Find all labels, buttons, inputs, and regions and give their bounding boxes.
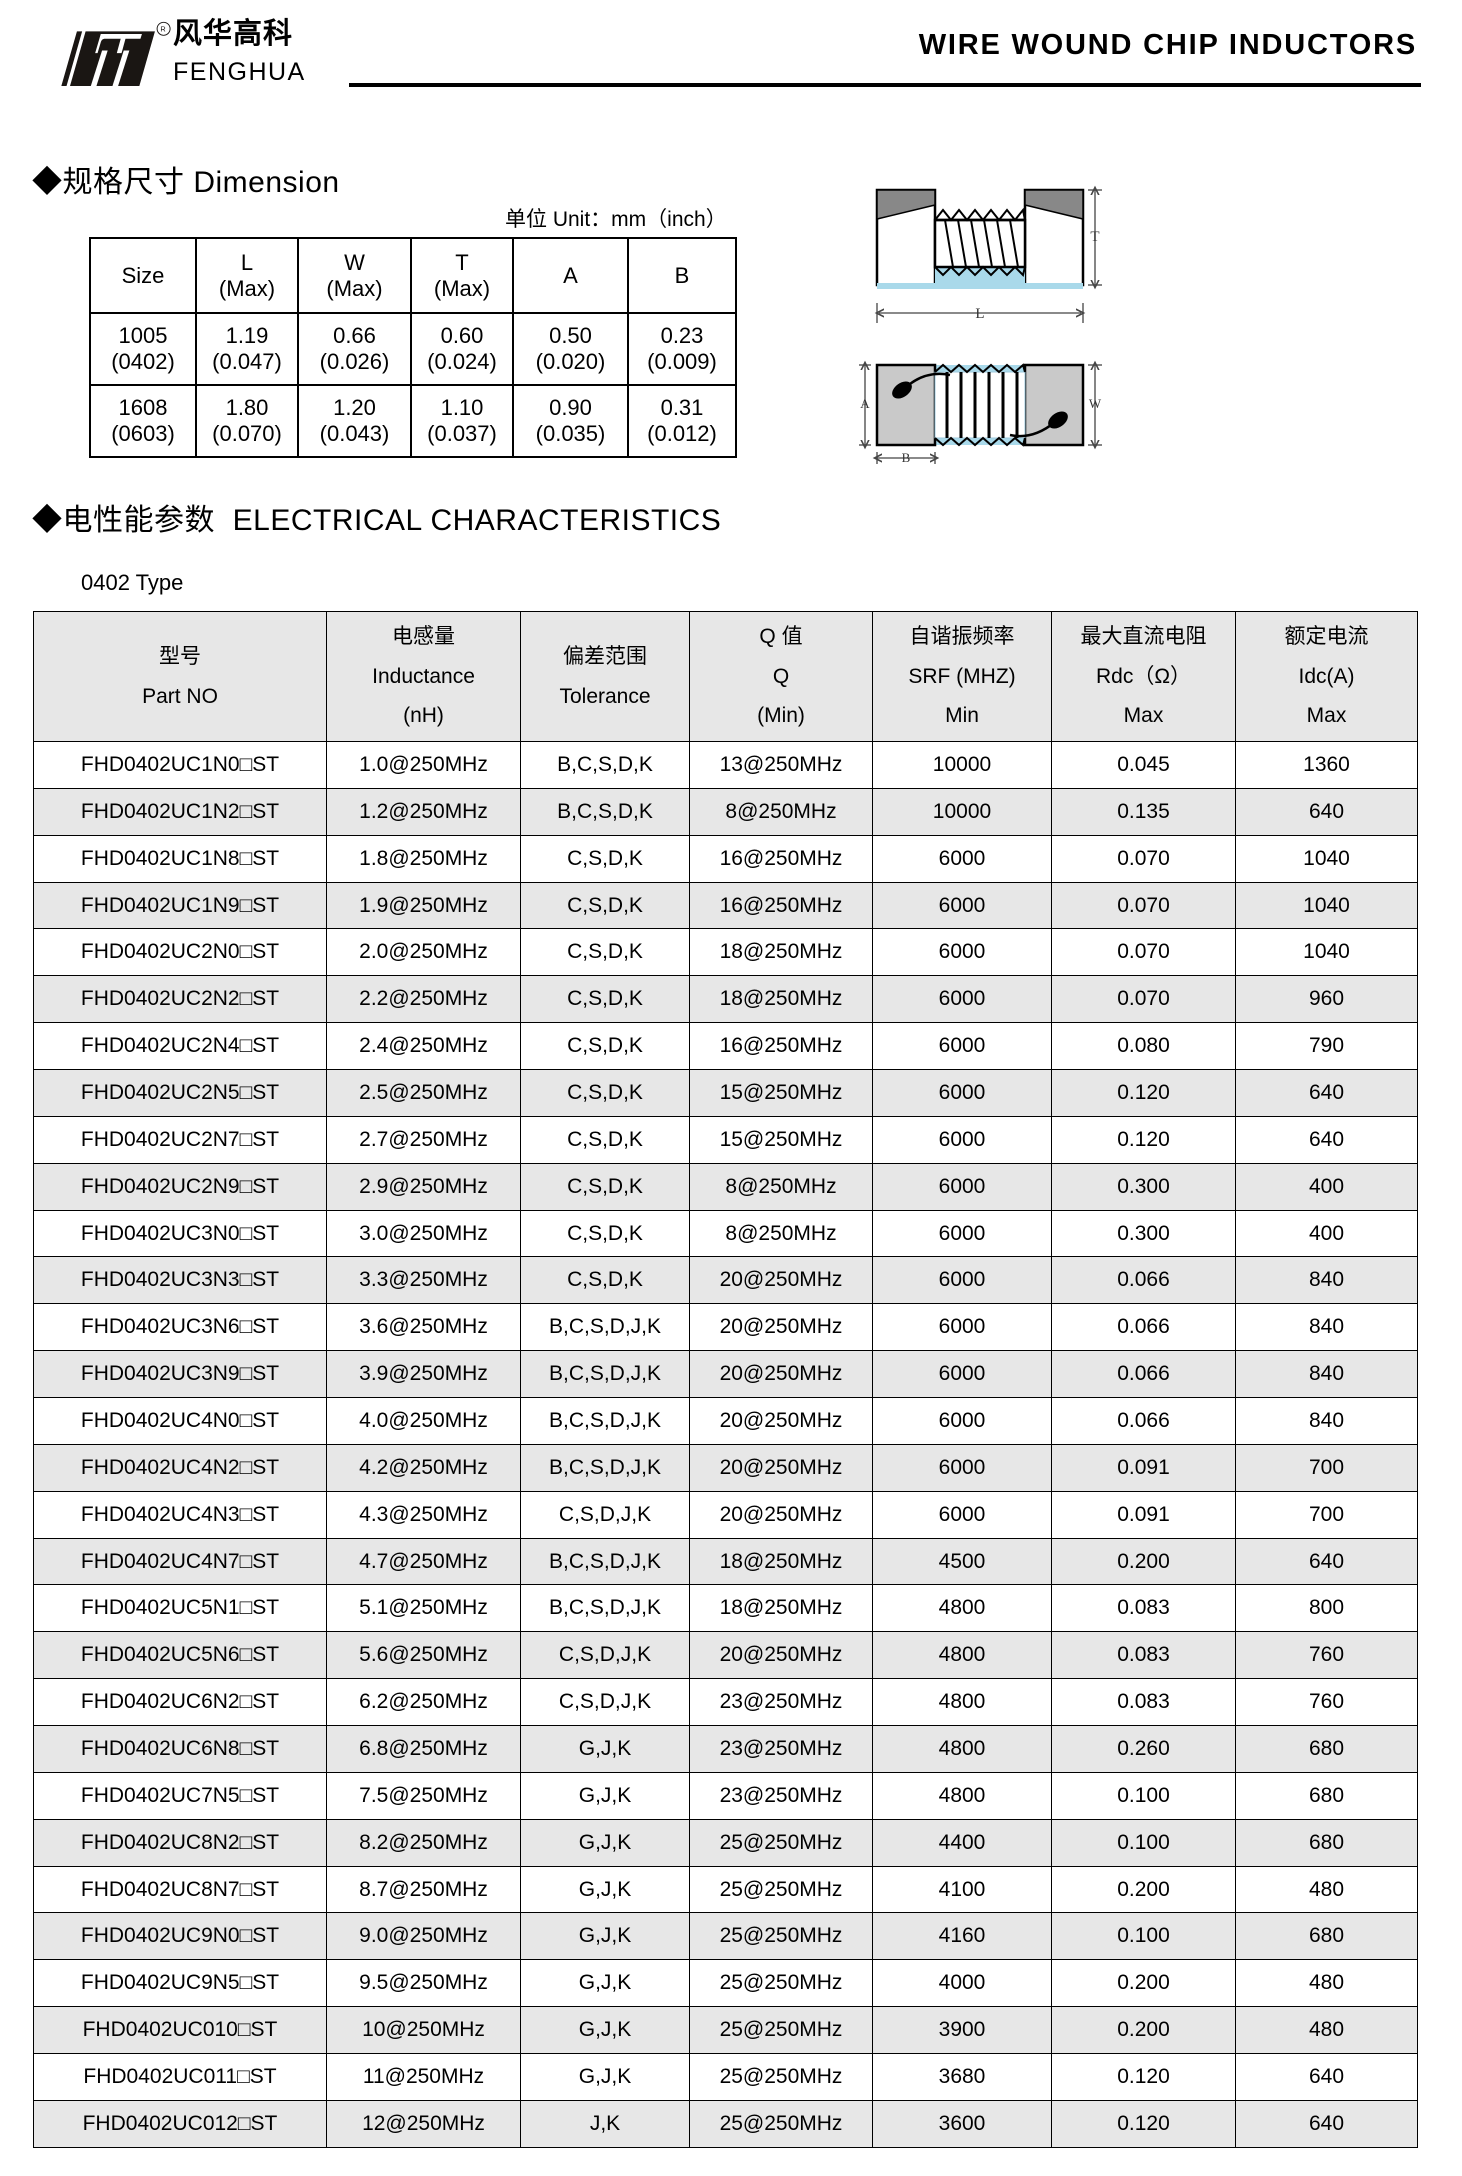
svg-text:B: B xyxy=(902,450,911,465)
svg-text:L: L xyxy=(975,306,984,322)
svg-text:T: T xyxy=(1090,229,1099,245)
svg-text:R: R xyxy=(160,25,165,34)
svg-text:W: W xyxy=(1089,396,1102,411)
svg-text:A: A xyxy=(860,396,870,411)
